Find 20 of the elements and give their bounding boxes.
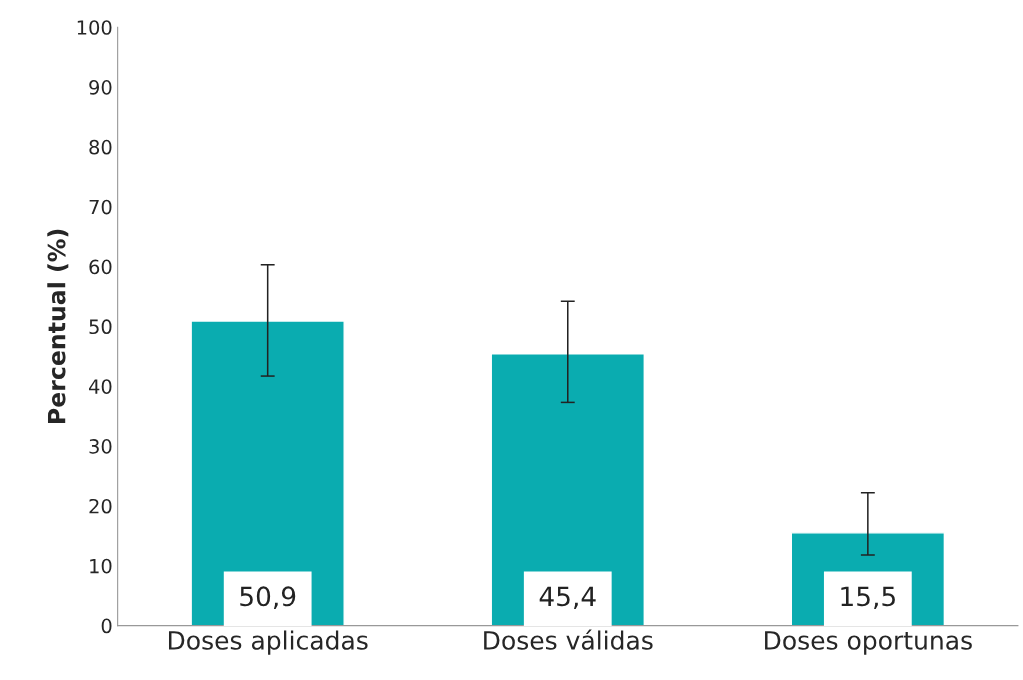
bar — [190, 320, 345, 626]
y-tick-label: 10 — [90, 558, 112, 574]
y-tick-label: 60 — [89, 259, 112, 275]
y-axis-title: Percentual (%) — [47, 229, 69, 423]
data-label: 15,5 — [841, 586, 895, 610]
x-tick-label: Doses válidas — [484, 629, 653, 650]
y-tick-label: 90 — [89, 80, 112, 95]
y-tick-label: 70 — [89, 199, 112, 215]
y-tick-label: 20 — [89, 498, 112, 514]
y-tick-label: 80 — [89, 139, 112, 155]
y-tick-label: 0 — [101, 618, 112, 634]
y-tick-label: 40 — [88, 379, 112, 394]
y-tick-label: 100 — [77, 20, 112, 35]
data-label: 45,4 — [539, 586, 596, 610]
data-label: 50,9 — [240, 586, 296, 610]
x-tick-label: Doses oportunas — [765, 631, 972, 655]
bar — [490, 353, 645, 626]
y-tick-label: 30 — [89, 439, 112, 454]
y-tick-label: 50 — [89, 319, 112, 335]
x-tick-label: Doses aplicadas — [169, 630, 368, 655]
